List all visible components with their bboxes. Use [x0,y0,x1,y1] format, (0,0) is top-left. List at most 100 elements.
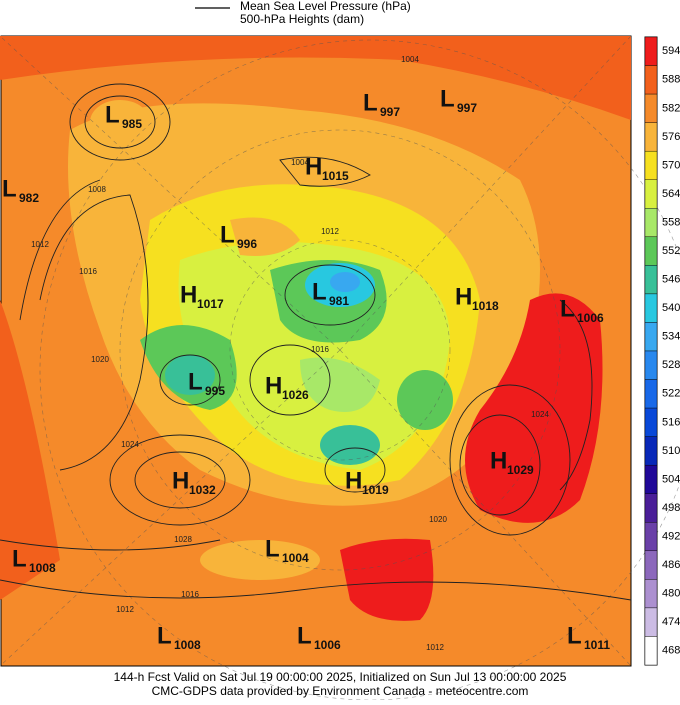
colorbar-bin [644,407,658,437]
pressure-system: L 997 [363,89,400,119]
pressure-system: H 1017 [180,281,224,311]
system-value: 1017 [197,297,224,311]
pressure-system: L 1008 [12,545,56,575]
system-value: 1004 [282,551,309,565]
colorbar-label: 504 [662,473,680,485]
isobar-label: 1012 [116,605,134,614]
colorbar-label: 546 [662,274,680,286]
colorbar-bin [644,436,658,466]
system-value: 997 [380,105,400,119]
colorbar-bin [644,36,658,66]
colorbar-label: 492 [662,530,680,542]
isobar-label: 1020 [429,515,447,524]
system-value: 1011 [584,638,610,652]
pressure-system: L 996 [220,221,257,251]
system-value: 1008 [174,638,201,652]
footer-line2: CMC-GDPS data provided by Environment Ca… [152,684,529,698]
system-value: 982 [19,191,39,205]
colorbar-bin [644,322,658,352]
pressure-system: L 982 [2,175,39,205]
system-value: 996 [237,237,257,251]
colorbar-bin [644,550,658,580]
pressure-system: L 1011 [567,622,610,652]
colorbar-label: 528 [662,359,680,371]
isobar-label: 1020 [91,355,109,364]
colorbar-bin [644,208,658,238]
pressure-system: L 995 [188,368,225,398]
map-background [0,35,680,701]
system-value: 1008 [29,561,56,575]
colorbar-bin [644,607,658,637]
pressure-system: H 1018 [455,283,499,313]
system-letter: L [265,535,280,562]
system-value: 995 [205,384,225,398]
isobar-label: 1016 [311,345,329,354]
colorbar-label: 582 [662,102,680,114]
system-letter: L [567,622,582,649]
system-value: 1006 [314,638,341,652]
colorbar-bin [644,179,658,209]
system-letter: L [440,85,455,112]
isobar-label: 1012 [426,643,444,652]
isobar-label: 1004 [291,158,309,167]
colorbar-bin [644,150,658,180]
pressure-system: H 1019 [345,467,389,497]
pressure-system: H 1029 [490,447,534,477]
colorbar-label: 486 [662,559,680,571]
pressure-system: L 997 [440,85,477,115]
colorbar-label: 576 [662,131,680,143]
isobar-label: 1012 [31,240,49,249]
system-letter: H [172,467,189,494]
footer-line1: 144-h Fcst Valid on Sat Jul 19 00:00:00 … [114,670,567,684]
system-letter: L [560,295,575,322]
isobar-label: 1008 [88,185,106,194]
colorbar-label: 564 [662,188,680,200]
isobar-label: 1016 [181,590,199,599]
legend-fill-label: 500-hPa Heights (dam) [240,12,364,26]
system-letter: H [490,447,507,474]
colorbar-label: 570 [662,159,680,171]
colorbar-bin [644,93,658,123]
colorbar-bin [644,236,658,266]
colorbar-label: 534 [662,331,680,343]
colorbar-bin [644,265,658,295]
colorbar-bin [644,464,658,494]
pressure-system: H 1032 [172,467,216,497]
system-value: 1029 [507,463,534,477]
isobar-label: 1004 [401,55,419,64]
legend-line-label: Mean Sea Level Pressure (hPa) [240,0,411,13]
system-letter: H [305,153,322,180]
pressure-system: L 1008 [157,622,201,652]
system-value: 981 [329,294,349,308]
isobar-label: 1012 [321,227,339,236]
pressure-system: L 1006 [297,622,341,652]
system-letter: L [188,368,203,395]
colorbar-bin [644,293,658,323]
pressure-system: H 1015 [305,153,349,183]
system-letter: H [265,372,282,399]
pressure-system: L 1004 [265,535,309,565]
isobar-label: 1024 [121,440,139,449]
colorbar-label: 498 [662,502,680,514]
system-letter: H [345,467,362,494]
system-letter: L [12,545,27,572]
isobar-label: 1016 [79,267,97,276]
colorbar-bin [644,636,658,666]
system-value: 1032 [189,483,216,497]
colorbar-label: 552 [662,245,680,257]
colorbar-bin [644,122,658,152]
pressure-system: L 1006 [560,295,604,325]
system-value: 1026 [282,388,309,402]
system-value: 1019 [362,483,389,497]
system-value: 997 [457,101,477,115]
colorbar-label: 540 [662,302,680,314]
system-letter: L [312,278,327,305]
system-letter: L [363,89,378,116]
isobar-label: 1028 [174,535,192,544]
system-value: 985 [122,117,142,131]
pressure-system: L 981 [312,278,349,308]
colorbar-label: 468 [662,645,680,657]
system-letter: H [455,283,472,310]
